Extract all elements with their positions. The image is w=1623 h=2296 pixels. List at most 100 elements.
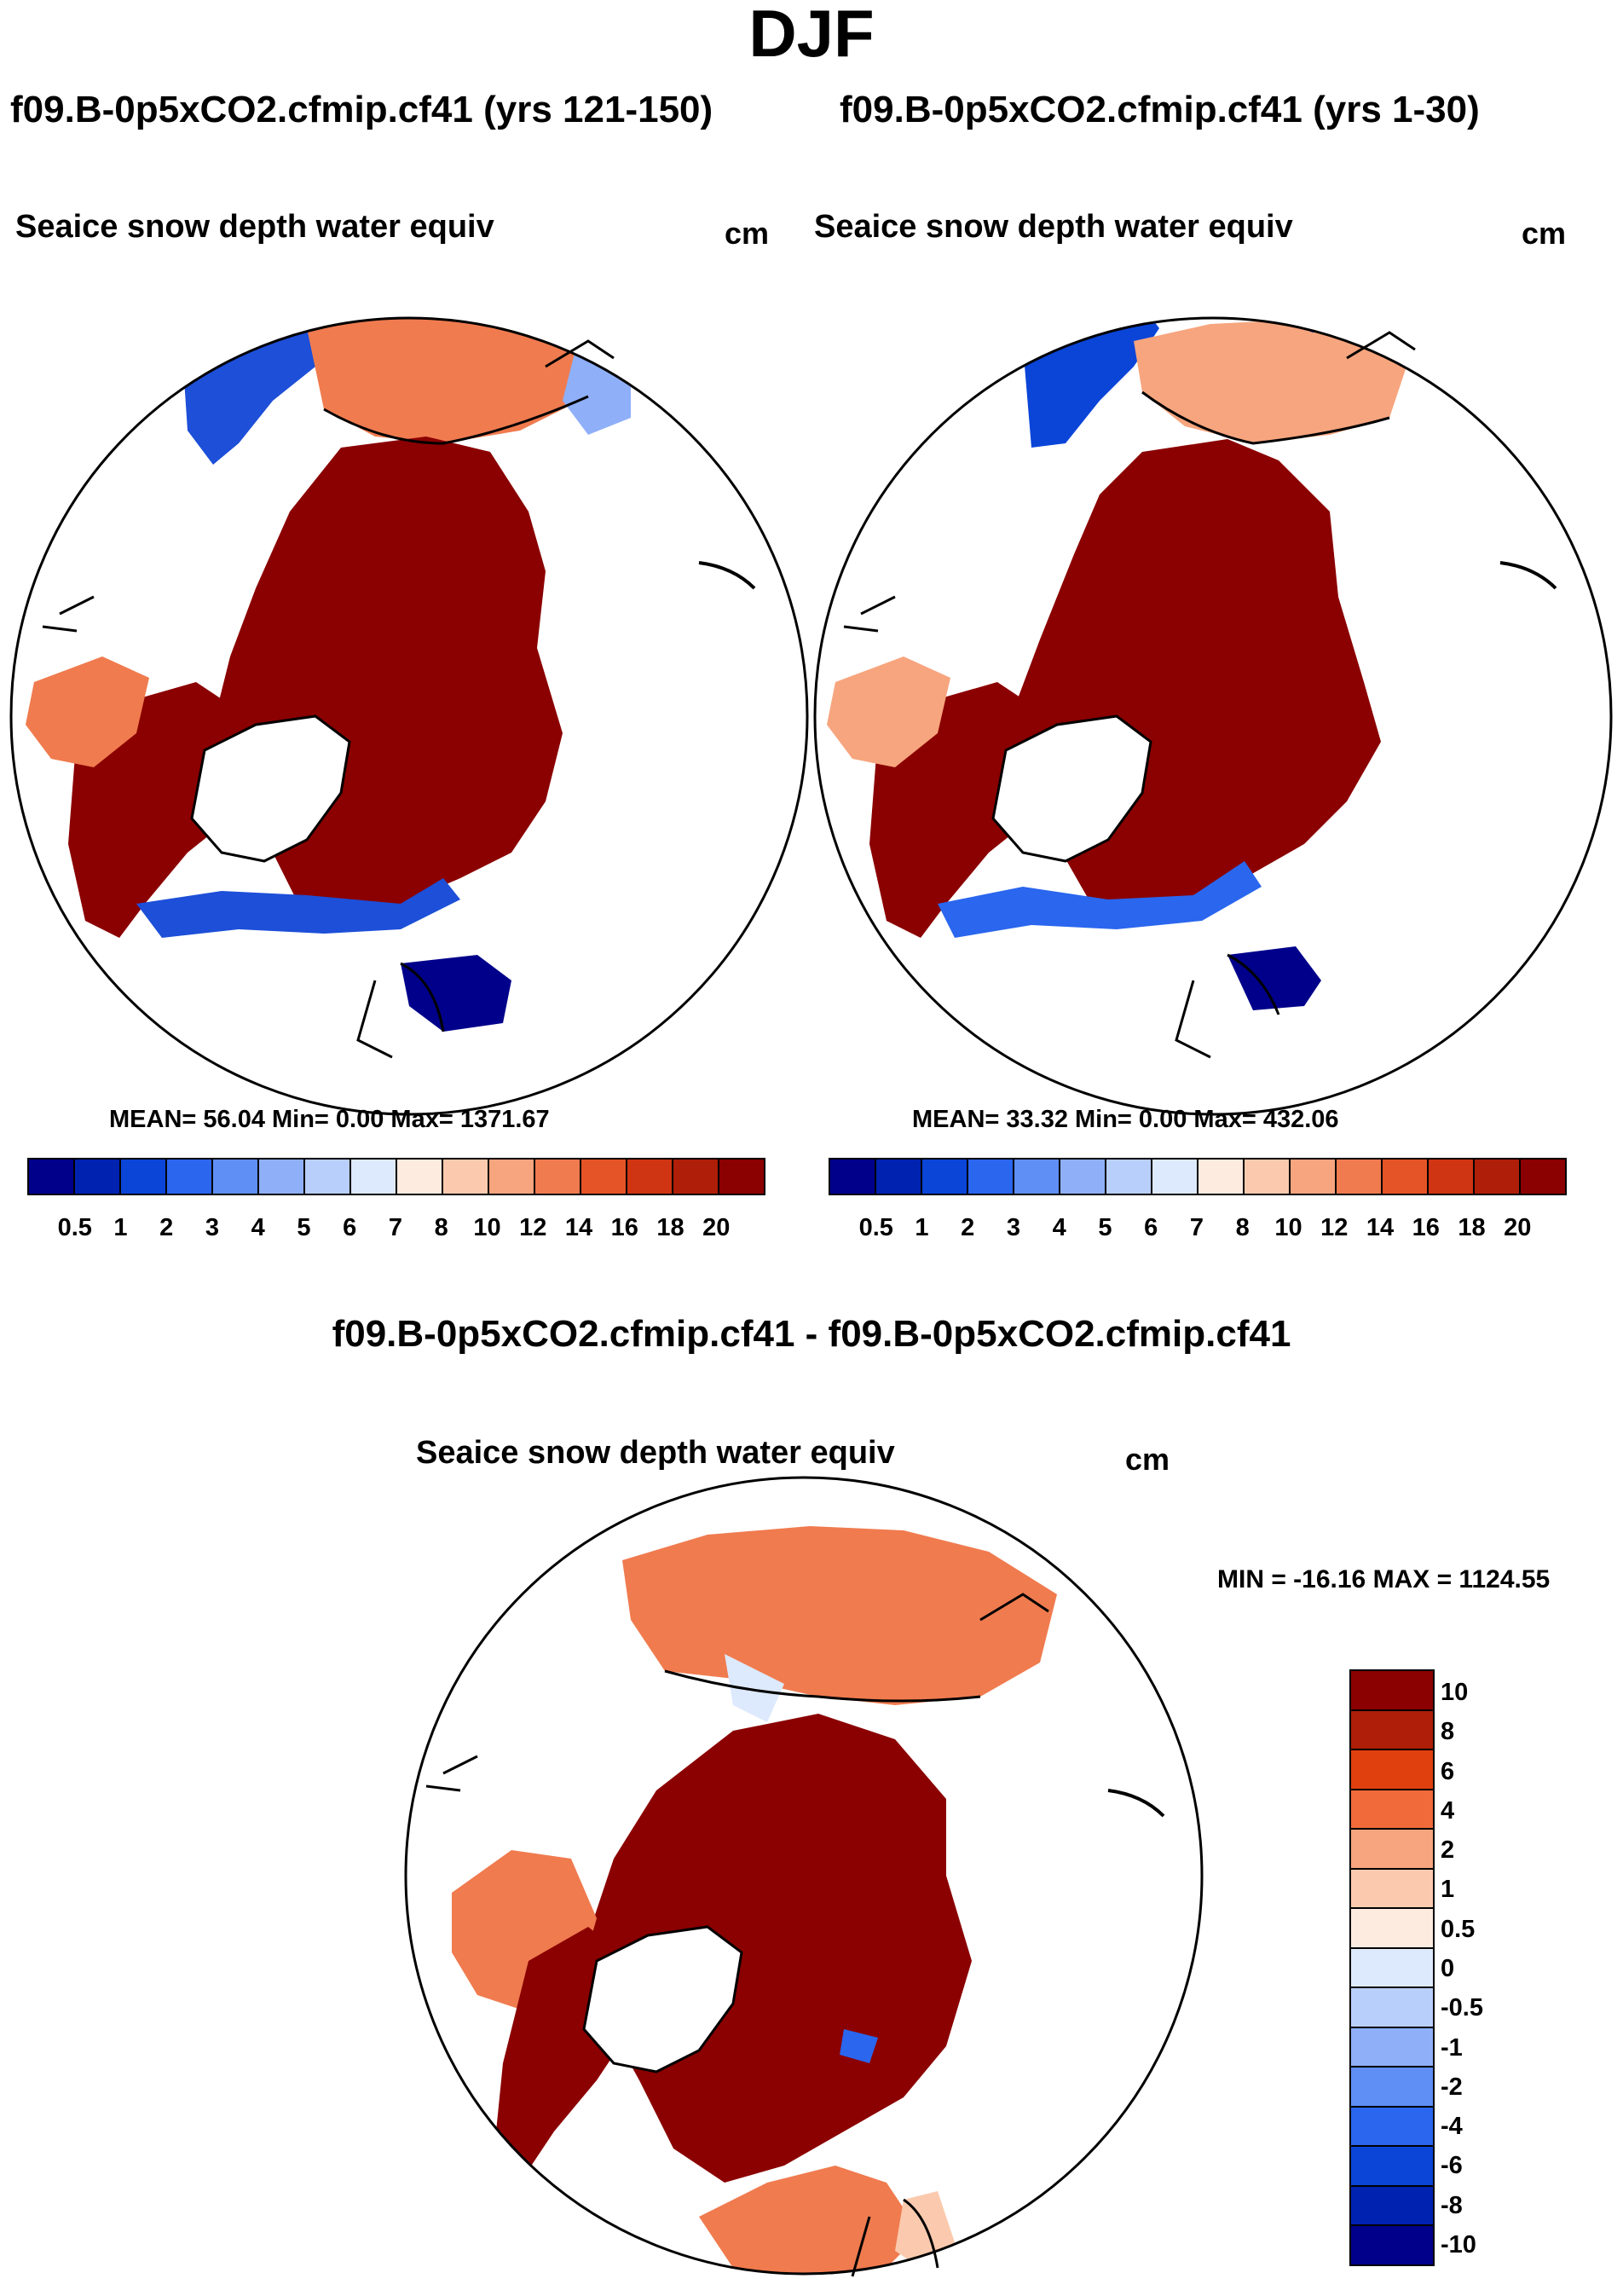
colorbar-tick-label: 3 — [1006, 1214, 1021, 1241]
colorbar-tick-label: 2 — [159, 1214, 174, 1241]
colorbar-swatch — [1351, 1948, 1433, 1989]
colorbar-swatch — [29, 1160, 75, 1194]
colorbar-tick-label: 1 — [915, 1214, 929, 1241]
colorbar-swatch — [1014, 1160, 1060, 1194]
diff-variable-label: Seaice snow depth water equiv — [416, 1435, 895, 1471]
colorbar-swatch — [876, 1160, 922, 1194]
colorbar-tick-label: 7 — [388, 1214, 403, 1241]
colorbar-swatch — [1152, 1160, 1198, 1194]
diff-stats: MIN = -16.16 MAX = 1124.55 — [1217, 1565, 1551, 1593]
diff-atlantic-orange — [699, 2166, 921, 2274]
colorbar-tick-label: -6 — [1441, 2152, 1463, 2180]
right-scandinavia-blue — [1227, 946, 1321, 1010]
colorbar-swatch — [627, 1160, 673, 1194]
colorbar-swatch — [1351, 1750, 1433, 1790]
colorbar-tick-label: 8 — [1441, 1718, 1455, 1746]
left-scandinavia-blue — [401, 955, 511, 1032]
colorbar-swatch — [121, 1160, 167, 1194]
colorbar-tick-label: 1 — [113, 1214, 128, 1241]
colorbar-swatch — [1383, 1160, 1429, 1194]
diff-units-label: cm — [1125, 1442, 1170, 1477]
colorbar-tick-label: 10 — [1441, 1679, 1469, 1707]
colorbar-swatch — [1351, 1988, 1433, 2028]
colorbar-tick-label: 3 — [205, 1214, 220, 1241]
right-units-label: cm — [1522, 216, 1567, 251]
colorbar-tick-label: 18 — [1458, 1214, 1486, 1241]
colorbar-tick-label: 6 — [1144, 1214, 1158, 1241]
left-variable-label: Seaice snow depth water equiv — [15, 209, 494, 245]
colorbar-tick-label: 14 — [564, 1214, 593, 1241]
colorbar-tick-label: 8 — [1235, 1214, 1250, 1241]
colorbar-swatch — [443, 1160, 489, 1194]
colorbar-swatch — [489, 1160, 535, 1194]
left-atlantic-edge-blue — [136, 878, 460, 938]
colorbar-swatch — [1106, 1160, 1152, 1194]
colorbar-tick-label: 2 — [961, 1214, 975, 1241]
colorbar-tick-label: 5 — [1098, 1214, 1112, 1241]
colorbar-swatch — [1060, 1160, 1106, 1194]
colorbar-swatch — [1475, 1160, 1521, 1194]
diff-bering-light — [725, 1654, 784, 1722]
colorbar-tick-label: 20 — [1504, 1214, 1532, 1241]
colorbar-swatch — [1198, 1160, 1245, 1194]
colorbar-tick-label: -8 — [1441, 2191, 1463, 2219]
colorbar-swatch — [75, 1160, 121, 1194]
colorbar-tick-label: 6 — [1441, 1757, 1455, 1785]
colorbar-tick-label: 4 — [251, 1214, 265, 1241]
right-colorbar — [829, 1158, 1567, 1195]
colorbar-tick-label: 12 — [1320, 1214, 1349, 1241]
colorbar-swatch — [830, 1160, 876, 1194]
figure-title: DJF — [748, 0, 875, 71]
colorbar-tick-label: 4 — [1052, 1214, 1066, 1241]
right-stats: MEAN= 33.32 Min= 0.00 Max= 432.06 — [912, 1106, 1339, 1133]
colorbar-tick-label: -10 — [1441, 2230, 1476, 2258]
colorbar-swatch — [1337, 1160, 1383, 1194]
left-siberia-blue — [183, 318, 341, 465]
colorbar-swatch — [1351, 2226, 1433, 2264]
colorbar-swatch — [1351, 1909, 1433, 1949]
colorbar-swatch — [259, 1160, 305, 1194]
colorbar-swatch — [397, 1160, 443, 1194]
colorbar-swatch — [1351, 1710, 1433, 1751]
colorbar-tick-label: 14 — [1366, 1214, 1395, 1241]
diff-case-title: f09.B-0p5xCO2.cfmip.cf41 - f09.B-0p5xCO2… — [332, 1313, 1291, 1355]
colorbar-tick-label: 12 — [519, 1214, 547, 1241]
colorbar-swatch — [968, 1160, 1014, 1194]
colorbar-tick-label: -4 — [1441, 2113, 1463, 2141]
colorbar-swatch — [922, 1160, 968, 1194]
colorbar-swatch — [535, 1160, 581, 1194]
right-siberia-orange — [1134, 320, 1406, 443]
colorbar-tick-label: 20 — [702, 1214, 731, 1241]
colorbar-swatch — [581, 1160, 627, 1194]
colorbar-swatch — [213, 1160, 259, 1194]
diff-blue-patch-2 — [840, 2029, 878, 2063]
colorbar-tick-label: 18 — [656, 1214, 684, 1241]
right-case-title: f09.B-0p5xCO2.cfmip.cf41 (yrs 1-30) — [840, 89, 1480, 130]
colorbar-tick-label: -2 — [1441, 2073, 1463, 2101]
left-hudson-orange — [26, 656, 149, 767]
colorbar-tick-label: 0 — [1441, 1955, 1455, 1982]
right-variable-label: Seaice snow depth water equiv — [814, 209, 1293, 245]
colorbar-swatch — [1351, 2147, 1433, 2187]
colorbar-swatch — [351, 1160, 397, 1194]
colorbar-tick-label: 4 — [1441, 1796, 1455, 1825]
left-greenland — [190, 714, 351, 863]
colorbar-tick-label: 0.5 — [858, 1214, 893, 1241]
colorbar-swatch — [1351, 2027, 1433, 2068]
colorbar-swatch — [1351, 2186, 1433, 2227]
colorbar-tick-label: 5 — [297, 1214, 311, 1241]
colorbar-swatch — [1521, 1160, 1565, 1194]
colorbar-swatch — [1351, 1830, 1433, 1870]
colorbar-swatch — [719, 1160, 764, 1194]
colorbar-swatch — [305, 1160, 351, 1194]
diff-colorbar — [1349, 1669, 1435, 2266]
colorbar-tick-label: -0.5 — [1441, 1994, 1483, 2022]
diff-greenland — [582, 1925, 743, 2073]
colorbar-tick-label: 10 — [473, 1214, 501, 1241]
colorbar-swatch — [167, 1160, 213, 1194]
colorbar-tick-label: 10 — [1274, 1214, 1302, 1241]
colorbar-swatch — [1245, 1160, 1291, 1194]
left-colorbar — [27, 1158, 765, 1195]
left-case-title: f09.B-0p5xCO2.cfmip.cf41 (yrs 121-150) — [10, 89, 713, 130]
